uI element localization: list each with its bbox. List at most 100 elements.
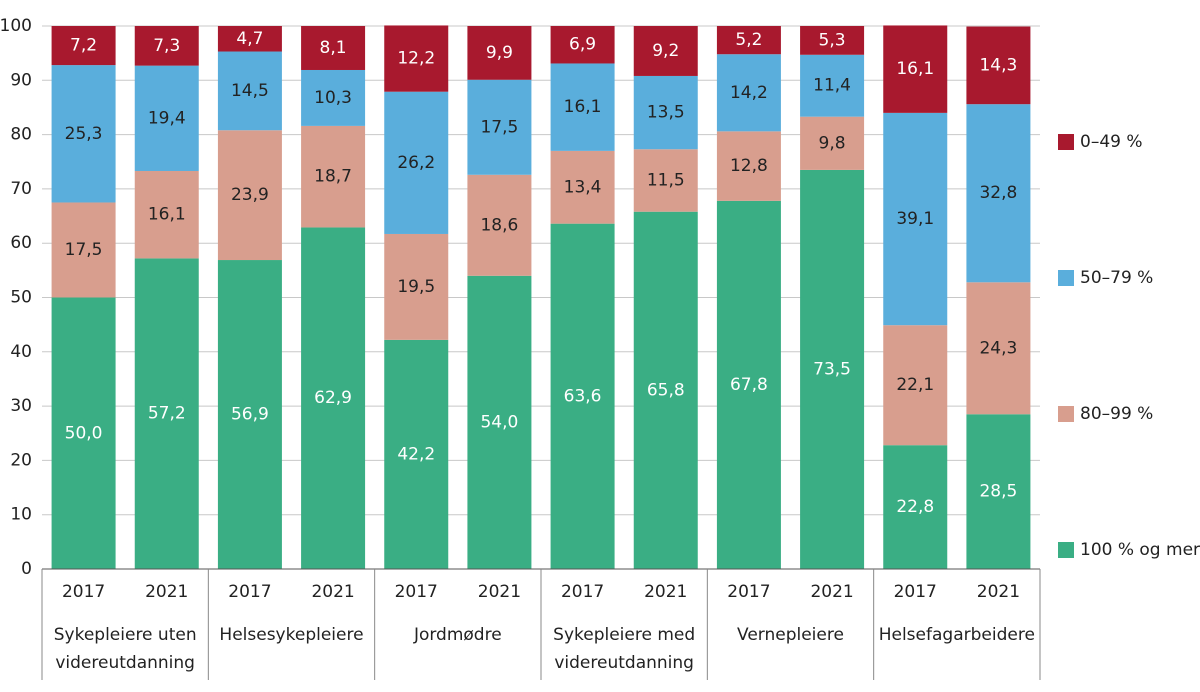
y-tick-label: 90 bbox=[10, 70, 32, 90]
value-label: 17,5 bbox=[65, 240, 103, 260]
value-label: 57,2 bbox=[148, 404, 186, 424]
value-label: 65,8 bbox=[647, 380, 685, 400]
value-label: 22,1 bbox=[896, 375, 934, 395]
y-tick-label: 20 bbox=[10, 450, 32, 470]
value-label: 6,9 bbox=[569, 35, 596, 55]
y-tick-label: 10 bbox=[10, 505, 32, 525]
legend-label: 80–99 % bbox=[1080, 404, 1153, 424]
x-tick-label: 2017 bbox=[395, 582, 438, 602]
value-label: 18,6 bbox=[480, 215, 518, 235]
value-label: 39,1 bbox=[896, 209, 934, 229]
value-label: 62,9 bbox=[314, 388, 352, 408]
legend-swatch bbox=[1058, 406, 1074, 422]
legend-label: 0–49 % bbox=[1080, 132, 1143, 152]
value-label: 10,3 bbox=[314, 88, 352, 108]
value-label: 16,1 bbox=[564, 97, 602, 117]
y-tick-label: 60 bbox=[10, 233, 32, 253]
x-tick-label: 2021 bbox=[311, 582, 354, 602]
value-label: 13,4 bbox=[564, 177, 602, 197]
bar-segment bbox=[800, 26, 865, 55]
bar-segment bbox=[384, 25, 449, 92]
bar-segment bbox=[716, 131, 781, 201]
value-label: 8,1 bbox=[320, 38, 347, 58]
bar-segment bbox=[800, 169, 865, 569]
bar-segment bbox=[550, 26, 615, 64]
bar-segment bbox=[550, 150, 615, 224]
legend-swatch bbox=[1058, 270, 1074, 286]
value-label: 50,0 bbox=[65, 423, 103, 443]
x-tick-label: 2021 bbox=[644, 582, 687, 602]
x-tick-label: 2021 bbox=[478, 582, 521, 602]
bar-segment bbox=[51, 297, 116, 569]
group-label: Helsesykepleiere bbox=[219, 625, 364, 645]
bar-segment bbox=[883, 112, 948, 326]
bar-segment bbox=[883, 445, 948, 569]
bar-segment bbox=[217, 260, 282, 569]
value-label: 14,2 bbox=[730, 83, 768, 103]
group-label: Helsefagarbeidere bbox=[878, 625, 1035, 645]
value-label: 9,8 bbox=[819, 133, 846, 153]
y-tick-label: 80 bbox=[10, 125, 32, 145]
bar-segment bbox=[716, 200, 781, 569]
bar-segment bbox=[301, 227, 366, 569]
legend-label: 50–79 % bbox=[1080, 268, 1153, 288]
bar-segment bbox=[301, 69, 366, 126]
bar-segment bbox=[217, 130, 282, 261]
bar-segment bbox=[217, 51, 282, 131]
x-tick-label: 2021 bbox=[145, 582, 188, 602]
value-label: 5,3 bbox=[819, 30, 846, 50]
x-tick-label: 2017 bbox=[62, 582, 105, 602]
x-tick-label: 2017 bbox=[894, 582, 937, 602]
value-label: 42,2 bbox=[397, 444, 435, 464]
x-tick-label: 2021 bbox=[810, 582, 853, 602]
x-tick-label: 2017 bbox=[727, 582, 770, 602]
value-label: 7,3 bbox=[153, 36, 180, 56]
bar-segment bbox=[966, 414, 1031, 569]
bar-segment bbox=[633, 211, 698, 569]
group-label: Jordmødre bbox=[413, 625, 502, 645]
legend-swatch bbox=[1058, 542, 1074, 558]
value-label: 11,4 bbox=[813, 76, 851, 96]
y-tick-label: 0 bbox=[21, 559, 32, 579]
bar-segment bbox=[467, 174, 532, 276]
bar-segment bbox=[883, 325, 948, 446]
y-tick-label: 30 bbox=[10, 396, 32, 416]
value-label: 22,8 bbox=[896, 497, 934, 517]
bar-segment bbox=[633, 149, 698, 212]
y-tick-label: 50 bbox=[10, 288, 32, 308]
value-label: 7,2 bbox=[70, 36, 97, 56]
bar-segment bbox=[467, 26, 532, 80]
y-tick-label: 40 bbox=[10, 342, 32, 362]
bar-segment bbox=[800, 116, 865, 170]
y-tick-label: 100 bbox=[0, 16, 32, 36]
value-label: 5,2 bbox=[735, 30, 762, 50]
value-label: 25,3 bbox=[65, 124, 103, 144]
y-tick-label: 70 bbox=[10, 179, 32, 199]
bar-segment bbox=[51, 65, 116, 203]
value-label: 23,9 bbox=[231, 185, 269, 205]
value-label: 19,4 bbox=[148, 108, 186, 128]
bar-segment bbox=[633, 75, 698, 150]
value-label: 13,5 bbox=[647, 103, 685, 123]
value-label: 17,5 bbox=[480, 117, 518, 137]
value-label: 4,7 bbox=[236, 29, 263, 49]
bar-segment bbox=[716, 26, 781, 55]
bar-segment bbox=[633, 26, 698, 76]
bar-segment bbox=[550, 63, 615, 151]
bar-segment bbox=[384, 339, 449, 569]
x-tick-label: 2021 bbox=[977, 582, 1020, 602]
bar-segment bbox=[966, 104, 1031, 283]
bar-segment bbox=[883, 25, 948, 113]
legend-swatch bbox=[1058, 134, 1074, 150]
bar-segment bbox=[134, 258, 199, 569]
x-tick-label: 2017 bbox=[228, 582, 271, 602]
value-label: 32,8 bbox=[979, 183, 1017, 203]
bar-segment bbox=[966, 26, 1031, 105]
bar-segment bbox=[800, 54, 865, 117]
bar-segment bbox=[716, 54, 781, 132]
value-label: 14,5 bbox=[231, 81, 269, 101]
legend-label: 100 % og mer bbox=[1080, 540, 1200, 560]
value-label: 56,9 bbox=[231, 405, 269, 425]
value-label: 14,3 bbox=[979, 55, 1017, 75]
